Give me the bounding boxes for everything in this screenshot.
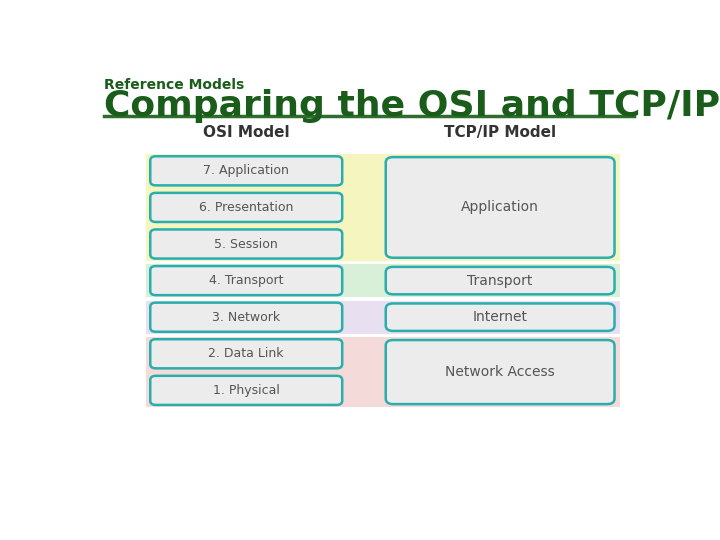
FancyBboxPatch shape [150,339,342,368]
FancyBboxPatch shape [386,340,615,404]
FancyBboxPatch shape [150,193,342,222]
Text: 2. Data Link: 2. Data Link [209,347,284,360]
Text: Reference Models: Reference Models [104,78,244,92]
Text: 4. Transport: 4. Transport [209,274,284,287]
Text: TCP/IP Model: TCP/IP Model [444,125,556,140]
Text: 5. Session: 5. Session [215,238,278,251]
Text: 7. Application: 7. Application [203,164,289,177]
Bar [145,337,620,407]
FancyBboxPatch shape [386,267,615,294]
Text: 1. Physical: 1. Physical [213,384,279,397]
FancyBboxPatch shape [150,376,342,405]
Text: Application: Application [462,200,539,214]
FancyBboxPatch shape [150,266,342,295]
FancyBboxPatch shape [386,303,615,331]
Text: Transport: Transport [467,274,533,288]
FancyBboxPatch shape [150,302,342,332]
FancyBboxPatch shape [386,157,615,258]
Text: OSI Model: OSI Model [203,125,289,140]
Bar [145,264,620,297]
FancyBboxPatch shape [150,156,342,185]
Text: 6. Presentation: 6. Presentation [199,201,294,214]
Bar [145,301,620,334]
Text: 3. Network: 3. Network [212,310,280,323]
Text: Comparing the OSI and TCP/IP Models: Comparing the OSI and TCP/IP Models [104,89,720,123]
FancyBboxPatch shape [150,230,342,259]
Text: Network Access: Network Access [445,365,555,379]
Text: Internet: Internet [472,310,528,324]
Bar [145,154,620,261]
